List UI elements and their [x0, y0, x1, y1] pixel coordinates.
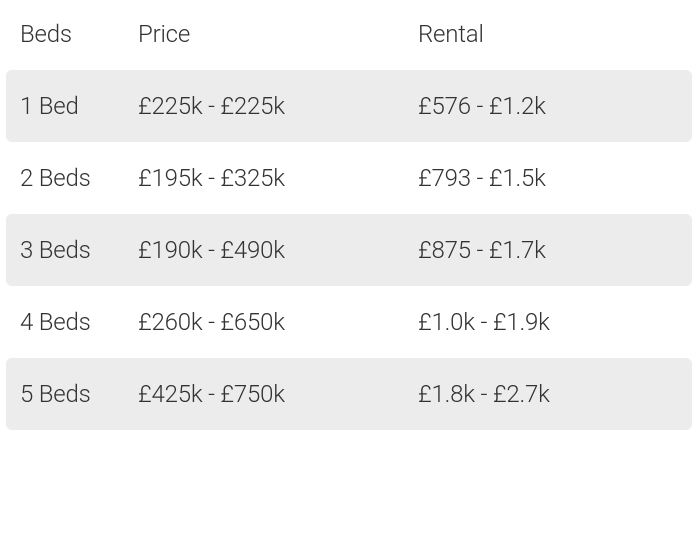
cell-rental: £1.0k - £1.9k [418, 308, 678, 336]
cell-beds: 3 Beds [20, 236, 138, 264]
cell-price: £260k - £650k [138, 308, 418, 336]
table-row: 1 Bed £225k - £225k £576 - £1.2k [6, 70, 692, 142]
cell-rental: £793 - £1.5k [418, 164, 678, 192]
cell-beds: 1 Bed [20, 92, 138, 120]
cell-price: £425k - £750k [138, 380, 418, 408]
col-header-beds: Beds [20, 20, 138, 48]
table-row: 5 Beds £425k - £750k £1.8k - £2.7k [6, 358, 692, 430]
table-row: 4 Beds £260k - £650k £1.0k - £1.9k [6, 286, 692, 358]
cell-rental: £576 - £1.2k [418, 92, 678, 120]
col-header-rental: Rental [418, 20, 678, 48]
cell-beds: 5 Beds [20, 380, 138, 408]
cell-rental: £1.8k - £2.7k [418, 380, 678, 408]
col-header-price: Price [138, 20, 418, 48]
cell-rental: £875 - £1.7k [418, 236, 678, 264]
cell-beds: 4 Beds [20, 308, 138, 336]
property-price-table: Beds Price Rental 1 Bed £225k - £225k £5… [6, 8, 692, 430]
cell-beds: 2 Beds [20, 164, 138, 192]
table-header-row: Beds Price Rental [6, 8, 692, 70]
cell-price: £195k - £325k [138, 164, 418, 192]
table-row: 3 Beds £190k - £490k £875 - £1.7k [6, 214, 692, 286]
cell-price: £190k - £490k [138, 236, 418, 264]
cell-price: £225k - £225k [138, 92, 418, 120]
table-row: 2 Beds £195k - £325k £793 - £1.5k [6, 142, 692, 214]
